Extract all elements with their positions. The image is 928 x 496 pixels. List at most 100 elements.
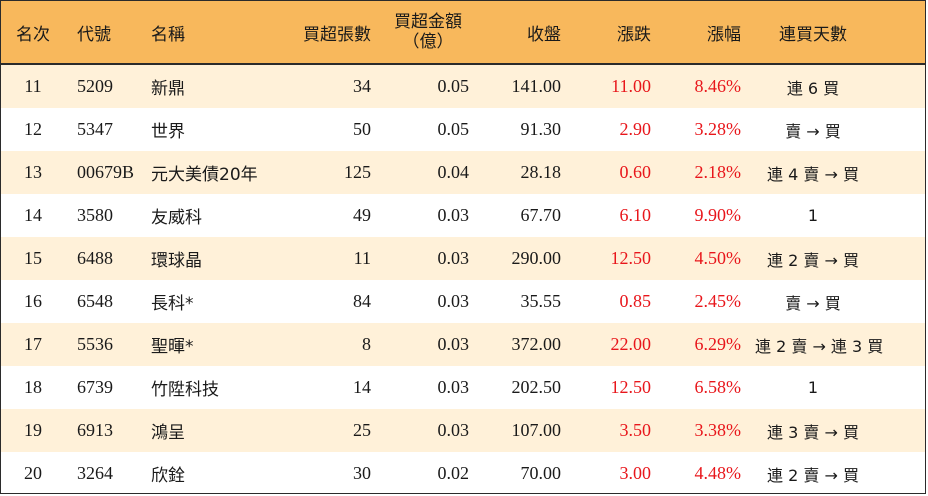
code-cell: 6488 [77, 248, 113, 268]
header-streak: 連買天數 [779, 24, 847, 45]
table-row: 15 6488 環球晶 11 0.03 290.00 12.50 4.50% 連 2 賣 → 買 [1, 237, 925, 280]
header-net-lots: 買超張數 [303, 24, 371, 45]
change-cell: 2.90 [619, 119, 652, 139]
net-lots-cell: 34 [353, 76, 371, 96]
name-cell: 長科* [151, 294, 194, 314]
code-cell: 5209 [77, 76, 113, 96]
net-lots-cell: 84 [353, 291, 371, 311]
streak-cell: 連 3 賣 → 買 [767, 422, 859, 442]
code-cell: 6739 [77, 377, 113, 397]
streak-cell: 連 4 賣 → 買 [767, 164, 859, 184]
net-amount-cell: 0.02 [437, 463, 470, 483]
rank-cell: 16 [24, 291, 42, 311]
name-cell: 欣銓 [151, 466, 185, 486]
streak-cell: 連 6 買 [786, 78, 840, 98]
net-amount-cell: 0.03 [437, 420, 470, 440]
table-body: 11 5209 新鼎 34 0.05 141.00 11.00 8.46% 連 6 買 12 534… [1, 65, 925, 495]
close-cell: 35.55 [520, 291, 562, 311]
net-amount-cell: 0.03 [437, 248, 470, 268]
change-cell: 12.50 [610, 248, 652, 268]
code-cell: 3264 [77, 463, 113, 483]
change-cell: 3.50 [619, 420, 652, 440]
streak-cell: 賣 → 買 [785, 293, 841, 313]
net-lots-cell: 25 [353, 420, 371, 440]
close-cell: 91.30 [520, 119, 562, 139]
streak-cell: 1 [807, 206, 819, 225]
code-cell: 5347 [77, 119, 113, 139]
change-cell: 6.10 [619, 205, 652, 225]
header-net-amount-line1: 買超金額 [394, 12, 462, 32]
close-cell: 70.00 [520, 463, 562, 483]
streak-cell: 連 2 賣 → 買 [767, 465, 859, 485]
name-cell: 友威科 [151, 208, 202, 228]
rank-cell: 13 [24, 162, 42, 182]
close-cell: 141.00 [511, 76, 562, 96]
change-pct-cell: 9.90% [694, 205, 742, 225]
name-cell: 聖暉* [151, 337, 194, 357]
net-lots-cell: 8 [362, 334, 371, 354]
close-cell: 28.18 [520, 162, 562, 182]
close-cell: 290.00 [511, 248, 562, 268]
change-cell: 0.60 [619, 162, 652, 182]
name-cell: 鴻呈 [151, 423, 185, 443]
net-lots-cell: 50 [353, 119, 371, 139]
change-pct-cell: 4.50% [694, 248, 742, 268]
net-amount-cell: 0.03 [437, 291, 470, 311]
streak-cell: 賣 → 買 [785, 121, 841, 141]
change-pct-cell: 8.46% [694, 76, 742, 96]
change-pct-cell: 3.28% [694, 119, 742, 139]
name-cell: 世界 [151, 122, 185, 142]
net-amount-cell: 0.03 [437, 377, 470, 397]
header-rank: 名次 [16, 24, 50, 45]
table-row: 16 6548 長科* 84 0.03 35.55 0.85 2.45% 賣 → 買 [1, 280, 925, 323]
code-cell: 6913 [77, 420, 113, 440]
code-cell: 3580 [77, 205, 113, 225]
rank-cell: 15 [24, 248, 42, 268]
table-row: 18 6739 竹陞科技 14 0.03 202.50 12.50 6.58% 1 [1, 366, 925, 409]
code-cell: 5536 [77, 334, 113, 354]
header-close: 收盤 [527, 24, 561, 45]
header-change-pct: 漲幅 [707, 24, 741, 45]
rank-cell: 18 [24, 377, 42, 397]
change-pct-cell: 2.45% [694, 291, 742, 311]
change-cell: 0.85 [619, 291, 652, 311]
streak-cell: 連 2 賣 → 連 3 買 [755, 336, 884, 356]
table-row: 14 3580 友威科 49 0.03 67.70 6.10 9.90% 1 [1, 194, 925, 237]
change-pct-cell: 6.58% [694, 377, 742, 397]
streak-cell: 連 2 賣 → 買 [767, 250, 859, 270]
table-header: 名次 代號 名稱 買超張數 買超金額 （億） 收盤 漲跌 漲幅 連買天數 [1, 1, 925, 65]
change-pct-cell: 4.48% [694, 463, 742, 483]
close-cell: 202.50 [511, 377, 562, 397]
close-cell: 107.00 [511, 420, 562, 440]
close-cell: 67.70 [520, 205, 562, 225]
net-amount-cell: 0.03 [437, 205, 470, 225]
net-lots-cell: 30 [353, 463, 371, 483]
name-cell: 環球晶 [151, 251, 202, 271]
table-row: 12 5347 世界 50 0.05 91.30 2.90 3.28% 賣 → 買 [1, 108, 925, 151]
change-cell: 12.50 [610, 377, 652, 397]
net-amount-cell: 0.05 [437, 76, 470, 96]
change-pct-cell: 3.38% [694, 420, 742, 440]
rank-cell: 19 [24, 420, 42, 440]
rank-cell: 12 [24, 119, 42, 139]
net-amount-cell: 0.04 [437, 162, 470, 182]
change-pct-cell: 6.29% [694, 334, 742, 354]
header-code: 代號 [77, 24, 111, 45]
net-lots-cell: 49 [353, 205, 371, 225]
net-lots-cell: 11 [353, 248, 371, 268]
name-cell: 新鼎 [151, 79, 185, 99]
code-cell: 6548 [77, 291, 113, 311]
change-cell: 11.00 [611, 76, 651, 96]
header-net-amount-line2: （億） [402, 32, 454, 52]
close-cell: 372.00 [511, 334, 562, 354]
change-cell: 3.00 [619, 463, 652, 483]
code-cell: 00679B [77, 162, 135, 182]
net-lots-cell: 125 [344, 162, 371, 182]
change-pct-cell: 2.18% [694, 162, 742, 182]
rank-cell: 17 [24, 334, 42, 354]
name-cell: 元大美債20年 [151, 165, 258, 185]
table-row: 11 5209 新鼎 34 0.05 141.00 11.00 8.46% 連 6 買 [1, 65, 925, 108]
change-cell: 22.00 [610, 334, 652, 354]
header-net-amount: 買超金額 （億） [379, 12, 477, 52]
